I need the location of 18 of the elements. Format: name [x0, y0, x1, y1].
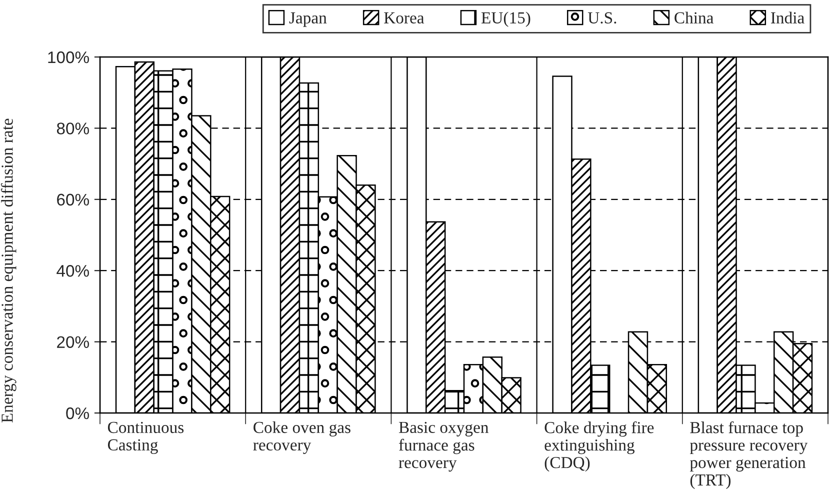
- y-tick-label: 20%: [57, 336, 89, 348]
- y-tick-label: 0%: [66, 407, 89, 420]
- x-tick-label: Coke drying fire extinguishing (CDQ): [544, 421, 654, 472]
- legend-label: U.S.: [588, 12, 616, 24]
- legend-label: China: [674, 12, 714, 24]
- x-tick-label: Coke oven gas recovery: [253, 421, 350, 454]
- legend-label: India: [770, 12, 804, 24]
- legend-label: Korea: [384, 12, 424, 24]
- legend-label: EU(15): [481, 12, 530, 27]
- y-tick-label: 100%: [48, 51, 89, 64]
- y-tick-label: 60%: [57, 194, 89, 206]
- x-tick-label: Blast furnace top pressure recovery power generation (TRT): [690, 421, 808, 489]
- legend-label: Japan: [289, 12, 327, 27]
- x-tick-label: Basic oxygen furnace gas recovery: [398, 422, 488, 472]
- y-tick-label: 80%: [56, 122, 89, 134]
- y-axis-title: Energy conservation equipment diffusion rate: [0, 118, 16, 423]
- y-tick-label: 40%: [56, 265, 89, 277]
- x-tick-label: Continuous Casting: [108, 422, 184, 454]
